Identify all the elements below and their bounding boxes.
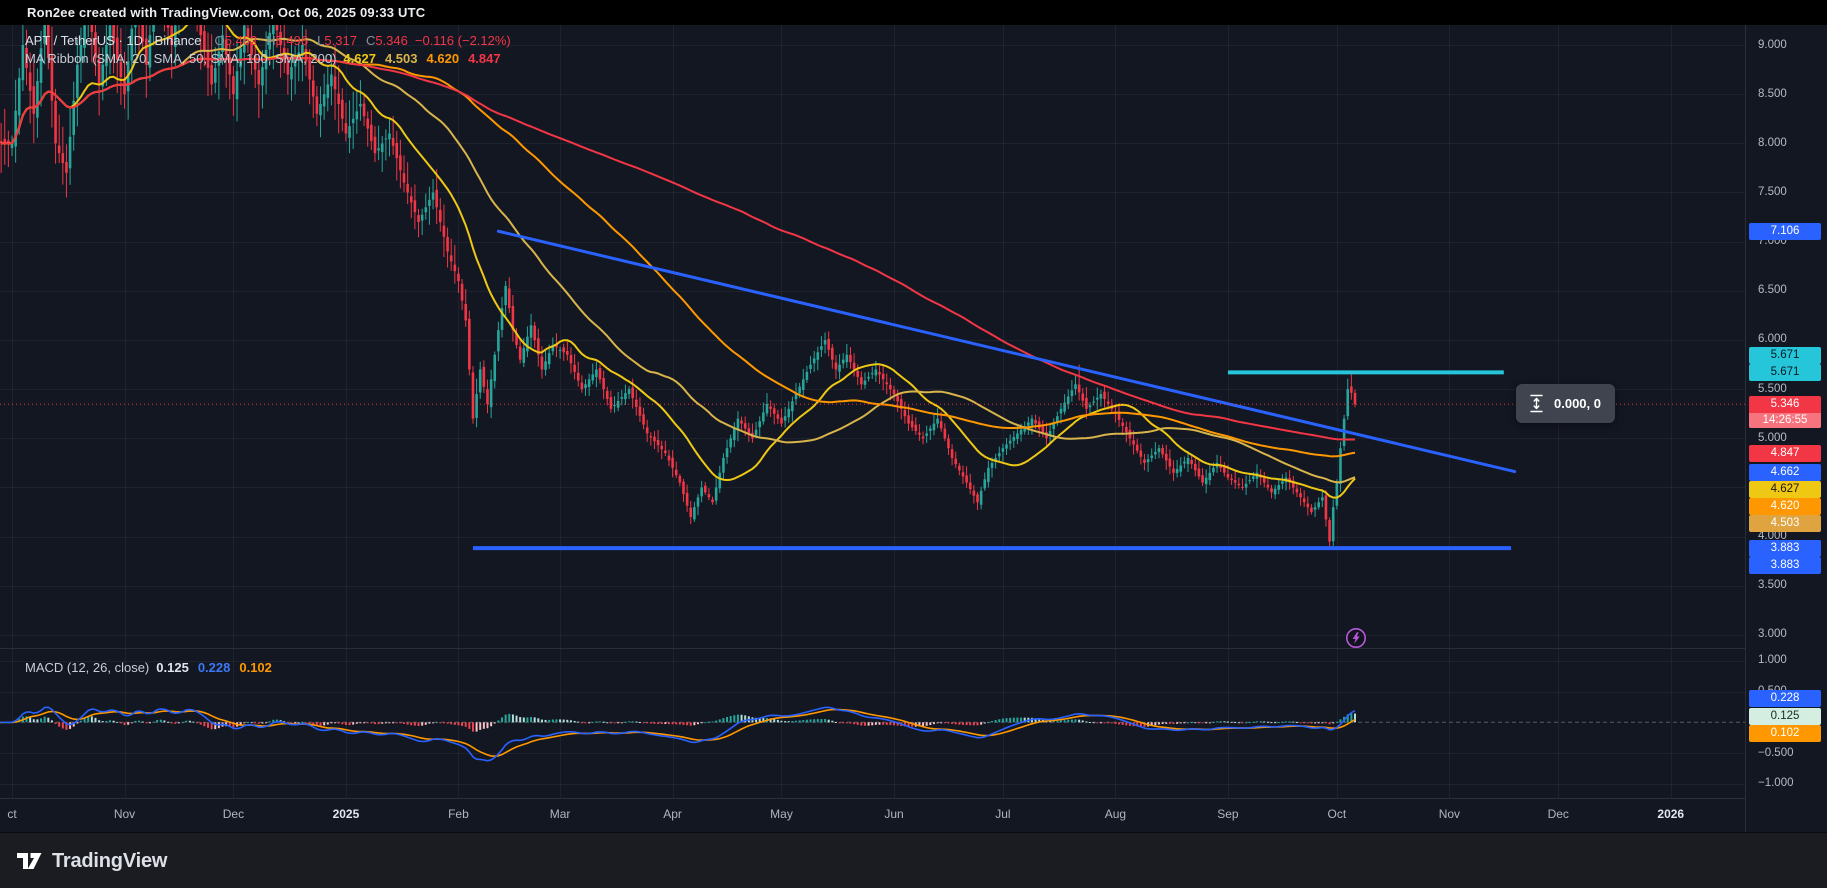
ma-ribbon-values: 4.627 4.503 4.620 4.847 xyxy=(343,51,500,66)
macd-legend-row[interactable]: MACD (12, 26, close) 0.125 0.228 0.102 xyxy=(25,660,272,675)
price-tick: 8.000 xyxy=(1758,136,1787,149)
price-label: 5.671 xyxy=(1749,363,1821,381)
ohlc-item: C5.346 xyxy=(365,33,408,48)
price-label-countdown: 5.346 14:26:55 xyxy=(1749,395,1821,428)
price-tick: 6.500 xyxy=(1758,284,1787,297)
price-label: 0.125 xyxy=(1749,707,1821,725)
macd-line xyxy=(1,706,1356,762)
legend-value: 0.125 xyxy=(156,660,189,675)
price-label: 4.503 xyxy=(1749,514,1821,532)
legend-value: 0.102 xyxy=(239,660,272,675)
time-label: Jun xyxy=(884,807,904,821)
price-tick: 3.500 xyxy=(1758,579,1787,592)
legend-value: 4.503 xyxy=(384,51,418,66)
time-label: ct xyxy=(7,807,17,821)
ma-ribbon-legend-row[interactable]: MA Ribbon (SMA, 20, SMA, 50, SMA, 100, S… xyxy=(25,51,501,66)
symbol-title: APT / TetherUS · 1D · Binance xyxy=(25,33,202,48)
macd-label: MACD (12, 26, close) xyxy=(25,660,150,675)
ohlc-item: L5.317 xyxy=(317,33,357,48)
attribution-bar: Ron2ee created with TradingView.com, Oct… xyxy=(0,0,1827,25)
time-label: Apr xyxy=(663,807,682,821)
price-label: 4.847 xyxy=(1749,444,1821,462)
price-label: 4.620 xyxy=(1749,497,1821,515)
time-label: Dec xyxy=(1547,807,1569,821)
time-label: Mar xyxy=(549,807,571,821)
price-tick: 8.500 xyxy=(1758,87,1787,100)
measure-tooltip-text: 0.000, 0 xyxy=(1554,396,1601,411)
tradingview-logo-icon xyxy=(17,852,42,869)
lightning-icon xyxy=(1346,628,1366,648)
price-tick: 5.000 xyxy=(1758,431,1787,444)
price-tick: 7.500 xyxy=(1758,185,1787,198)
measure-icon xyxy=(1530,394,1543,413)
price-label: 0.102 xyxy=(1749,724,1821,742)
price-label: 0.228 xyxy=(1749,689,1821,707)
descending-trendline xyxy=(496,229,1517,474)
price-tick: 4.000 xyxy=(1758,530,1787,543)
footer-bar: TradingView xyxy=(0,832,1827,888)
legend-value: 4.847 xyxy=(468,51,501,66)
price-label: 4.627 xyxy=(1749,480,1821,498)
macd-pane[interactable] xyxy=(0,706,1356,762)
price-label: 3.883 xyxy=(1749,556,1821,574)
attribution-text: Ron2ee created with TradingView.com, Oct… xyxy=(27,5,426,20)
price-label: 4.662 xyxy=(1749,463,1821,481)
tradingview-logo[interactable]: TradingView xyxy=(16,849,167,874)
time-label: Jul xyxy=(995,807,1011,821)
macd-tick: −0.500 xyxy=(1758,746,1794,759)
symbol-legend-row[interactable]: APT / TetherUS · 1D · Binance O5.462 H5.4… xyxy=(25,33,511,48)
macd-signal-line xyxy=(1,708,1356,758)
time-label: 2025 xyxy=(332,807,360,821)
trendline-drawings[interactable] xyxy=(0,229,1745,551)
measure-tooltip: 0.000, 0 xyxy=(1516,384,1615,423)
time-label: Nov xyxy=(1438,807,1461,821)
time-label: Oct xyxy=(1327,807,1347,821)
price-tick: 3.000 xyxy=(1758,628,1787,641)
ohlc-item: H5.496 xyxy=(266,33,309,48)
time-label: Dec xyxy=(222,807,245,821)
price-tick: 5.500 xyxy=(1758,382,1787,395)
ohlc-item: O5.462 xyxy=(214,33,258,48)
time-label: Aug xyxy=(1104,807,1127,821)
price-label: 3.883 xyxy=(1749,539,1821,557)
time-label: Nov xyxy=(113,807,136,821)
time-label: 2026 xyxy=(1657,807,1685,821)
price-tick: 6.000 xyxy=(1758,333,1787,346)
macd-tick: −1.000 xyxy=(1758,777,1794,790)
legend-value: 0.228 xyxy=(197,660,231,675)
price-label: 7.106 xyxy=(1749,222,1821,240)
grid-lines xyxy=(0,25,1745,798)
legend-value: 4.627 xyxy=(343,51,376,66)
lightning-marker[interactable] xyxy=(1345,627,1367,649)
candlestick-pane[interactable] xyxy=(0,0,1357,549)
ma-ribbon-label: MA Ribbon (SMA, 20, SMA, 50, SMA, 100, S… xyxy=(25,51,337,66)
change-value: −0.116 (−2.12%) xyxy=(414,33,511,48)
ohlc-values: O5.462 H5.496 L5.317 C5.346 xyxy=(215,33,408,48)
time-label: Sep xyxy=(1217,807,1239,821)
price-tick: 9.000 xyxy=(1758,38,1787,51)
legend-value: 4.620 xyxy=(426,51,460,66)
time-axis[interactable]: ct Nov Dec 2025 Feb Mar Apr May Jun Jul Aug Sep Oct N… xyxy=(0,798,1745,833)
price-label: 5.671 xyxy=(1749,346,1821,364)
tradingview-logo-text: TradingView xyxy=(52,849,168,872)
time-label: May xyxy=(770,807,793,821)
price-axis[interactable]: 9.000 8.500 8.000 7.500 7.000 6.500 6.000 5.500… xyxy=(1745,25,1827,832)
time-label: Feb xyxy=(448,807,469,821)
macd-values: 0.125 0.228 0.102 xyxy=(156,660,272,675)
macd-tick: 1.000 xyxy=(1758,654,1787,667)
